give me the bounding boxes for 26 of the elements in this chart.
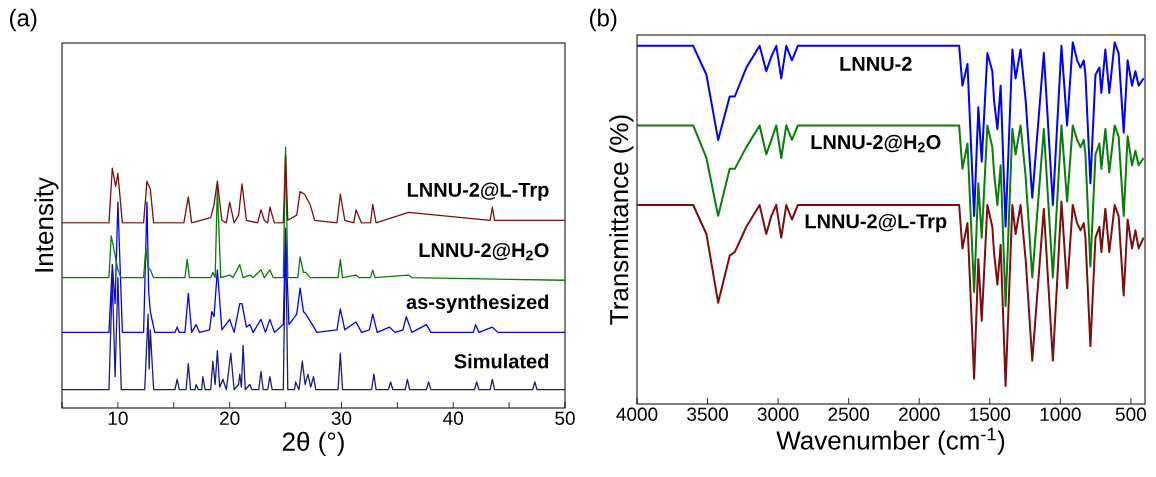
x-tick-label: 30 bbox=[331, 411, 352, 425]
x-axis-title: 2θ (°) bbox=[282, 431, 344, 457]
x-axis-title: Wavenumber (cm$^{-1}$) bbox=[776, 427, 1005, 455]
x-tick-label: 1500 bbox=[970, 407, 1011, 421]
x-tick-label: 3000 bbox=[757, 407, 799, 421]
series-label: LNNU-2 bbox=[840, 56, 912, 72]
x-tick-label: 2500 bbox=[828, 407, 870, 421]
x-tick-label: 4000 bbox=[616, 407, 658, 421]
series-label: LNNU-2@H$_{2}$O bbox=[419, 242, 549, 261]
x-tick-label: 3500 bbox=[687, 407, 728, 421]
y-axis-title: Intensity bbox=[34, 177, 59, 272]
x-tick-label: 10 bbox=[108, 411, 128, 425]
x-tick-label: 1000 bbox=[1040, 407, 1081, 421]
x-tick-label: 2000 bbox=[899, 407, 940, 421]
text: (b) bbox=[590, 8, 617, 32]
series-label: LNNU-2@L-Trp bbox=[805, 213, 947, 233]
x-tick-label: 20 bbox=[220, 411, 240, 425]
x-tick-label: 50 bbox=[555, 411, 575, 425]
series-label: LNNU-2@H$_{2}$O bbox=[811, 134, 941, 153]
x-tick-label: 40 bbox=[443, 411, 464, 425]
x-tick-label: 500 bbox=[1115, 407, 1146, 421]
series-label: as-synthesized bbox=[406, 294, 549, 314]
text: (a) bbox=[10, 8, 37, 32]
series-label: Simulated bbox=[454, 353, 549, 369]
y-axis-title: Transmittance (%) bbox=[609, 115, 634, 325]
series-label: LNNU-2@L-Trp bbox=[407, 182, 549, 201]
